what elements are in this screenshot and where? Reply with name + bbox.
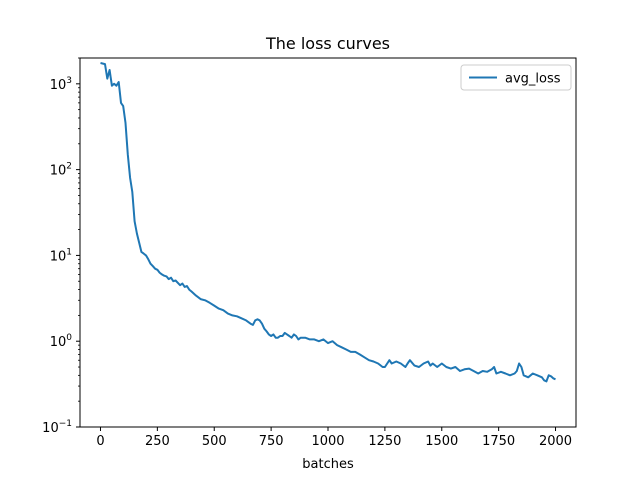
- y-tick-label: 100: [50, 333, 73, 350]
- x-tick-label: 1250: [368, 434, 401, 449]
- y-tick-label: 10−1: [42, 419, 72, 436]
- x-tick-label: 0: [96, 434, 104, 449]
- series-line-avg_loss: [100, 62, 556, 383]
- x-tick-label: 750: [259, 434, 284, 449]
- x-axis-label: batches: [302, 457, 354, 472]
- x-tick-label: 1500: [425, 434, 458, 449]
- x-tick-label: 500: [202, 434, 227, 449]
- legend: avg_loss: [460, 64, 572, 91]
- y-tick-label: 103: [50, 76, 72, 93]
- x-tick-label: 1000: [311, 434, 344, 449]
- legend-label: avg_loss: [505, 72, 561, 87]
- y-tick-label: 102: [50, 162, 72, 179]
- x-tick-label: 250: [145, 434, 170, 449]
- x-tick-label: 2000: [539, 434, 572, 449]
- x-tick-label: 1750: [482, 434, 515, 449]
- x-axis: 0 250 500 750 1000 1250 1500 1750 2000: [96, 427, 572, 449]
- plot-area: [100, 62, 556, 383]
- y-axis: 10−1 100 101 102 103: [42, 57, 80, 436]
- legend-box: [460, 64, 572, 91]
- chart-title: The loss curves: [265, 34, 390, 53]
- y-tick-label: 101: [50, 247, 72, 264]
